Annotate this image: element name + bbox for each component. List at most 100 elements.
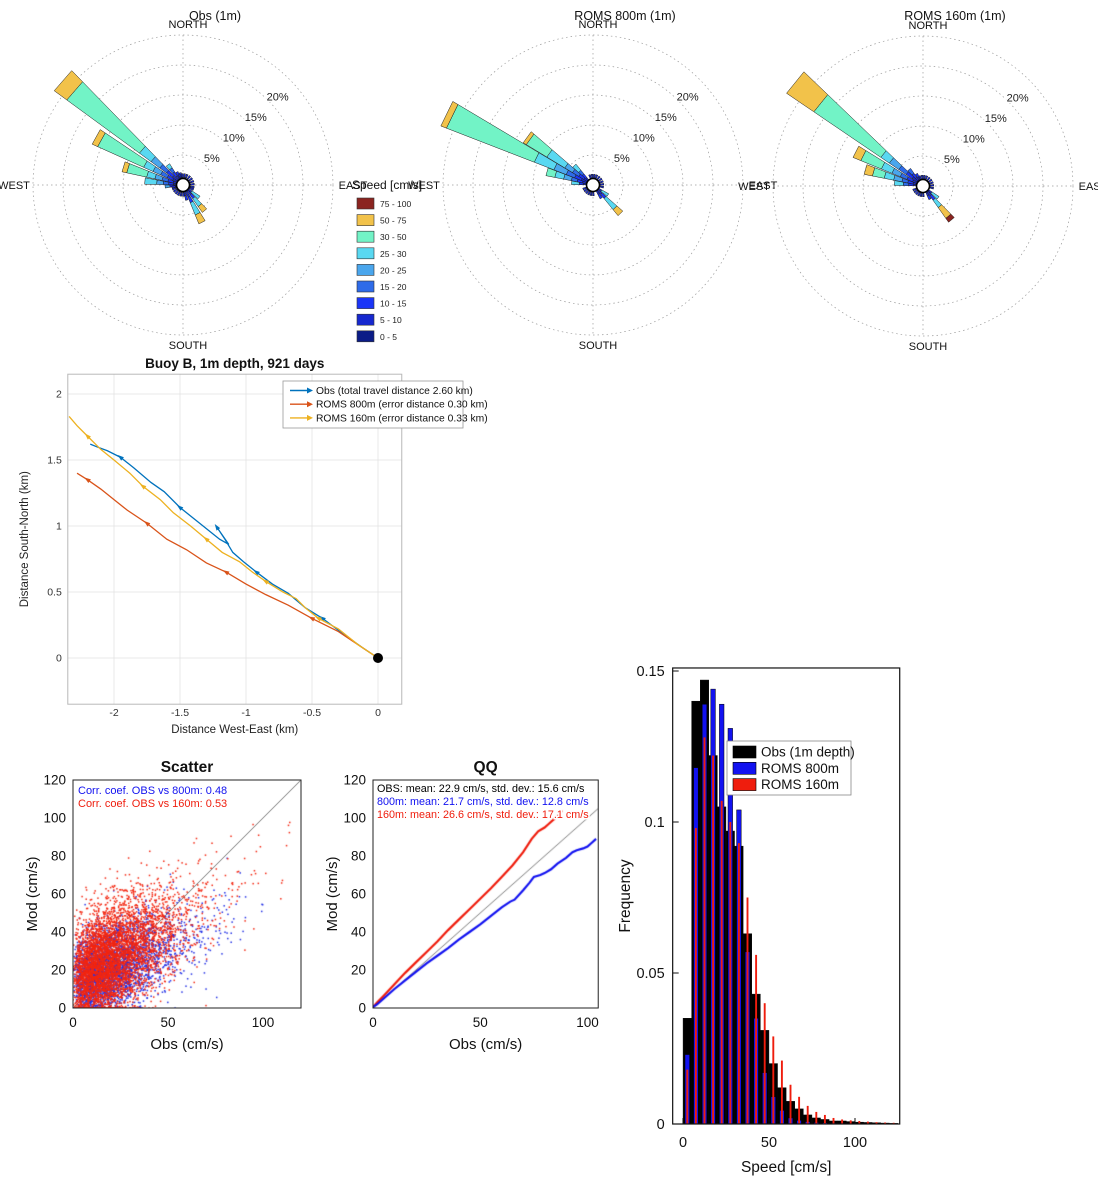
y-tick-label: 0.1 <box>645 815 665 831</box>
rose-center-hub <box>175 177 191 193</box>
rose-petal-segment <box>915 172 920 179</box>
x-tick-label: 50 <box>160 1015 175 1030</box>
hist-bar <box>737 843 740 1124</box>
hist-bar <box>712 755 715 1124</box>
y-tick-label: 100 <box>43 811 66 826</box>
x-tick-label: 0 <box>69 1015 77 1030</box>
rose-petal-segment <box>929 184 935 187</box>
rose-petal-segment <box>599 183 605 186</box>
legend-arrow-marker <box>307 414 313 421</box>
speed-legend-title: Speed [cm/s] <box>352 178 422 192</box>
trajectory-arrow-marker <box>203 536 210 543</box>
rose-petal-segment <box>165 163 173 171</box>
rose-ring <box>832 95 1014 277</box>
rose-petal-segment <box>440 101 459 129</box>
y-tick-label: 2 <box>56 389 62 401</box>
rose-ring <box>562 154 624 216</box>
rose-title: ROMS 800m (1m) <box>574 9 675 23</box>
rose-ring <box>892 155 954 217</box>
rose-petal-segment <box>91 129 106 147</box>
chart-title: Buoy B, 1m depth, 921 days <box>145 356 324 371</box>
trajectory-arrow-marker <box>253 569 260 576</box>
rose-ring <box>92 94 274 276</box>
rose-petal-segment <box>180 173 184 178</box>
hist-bar <box>884 1122 887 1124</box>
rose-petal-segment <box>197 203 208 213</box>
y-axis-label: Mod (cm/s) <box>24 856 41 931</box>
speed-legend-swatch <box>356 197 375 210</box>
hist-bar <box>866 1121 869 1124</box>
rose-petal-segment <box>592 191 595 197</box>
legend-label: ROMS 800m <box>761 761 839 776</box>
rose-petal-segment <box>172 188 178 193</box>
rose-ring <box>772 35 1074 337</box>
x-tick-label: -1 <box>241 707 250 719</box>
y-tick-label: 60 <box>51 887 66 902</box>
compass-west-label: WEST <box>408 180 440 192</box>
speed-legend-label: 0 - 5 <box>380 332 397 342</box>
rose-petal-segment <box>522 131 535 145</box>
x-axis-label: Obs (cm/s) <box>449 1036 522 1053</box>
rose-petal-segment <box>926 194 932 201</box>
x-tick-label: 100 <box>252 1015 275 1030</box>
speed-legend-swatch <box>356 230 375 243</box>
speed-legend-label: 25 - 30 <box>380 249 407 259</box>
speed-legend-swatch <box>356 280 375 293</box>
hist-bar <box>841 1119 844 1124</box>
rose-ring <box>122 124 244 246</box>
x-axis-label: Distance West-East (km) <box>171 724 298 736</box>
speed-legend-label: 15 - 20 <box>380 282 407 292</box>
compass-east-label: EAST <box>749 180 778 192</box>
y-tick-label: 0.5 <box>47 587 62 599</box>
rose-petal-segment <box>190 190 201 200</box>
y-tick-label: 0.15 <box>636 664 664 680</box>
y-tick-label: 1 <box>56 521 62 533</box>
rose-petal-segment <box>922 192 925 198</box>
trajectory-arrow-marker <box>139 483 147 490</box>
x-axis-label: Obs (cm/s) <box>150 1036 223 1053</box>
hist-bar <box>755 954 758 1124</box>
stats-annotation: 160m: mean: 26.6 cm/s, std. dev.: 17.1 c… <box>377 809 589 821</box>
trajectory-panel: -2 -1.5 -1 -0.5 0 0 0.5 1 1.5 2 Buoy B, 1m depth, … <box>19 356 403 736</box>
rose-petal-segment <box>945 213 955 223</box>
axes-box <box>72 779 302 1009</box>
rose-petal-segment <box>813 94 887 158</box>
rose-petal-segment <box>597 193 603 200</box>
y-axis-label: Distance South-North (km) <box>19 471 31 607</box>
speed-legend: Speed [cm/s] 75 - 100 50 - 75 30 - 50 25 - 3… <box>352 178 422 343</box>
rose-petal-segment <box>893 180 904 186</box>
stats-annotation: 800m: mean: 21.7 cm/s, std. dev.: 12.8 c… <box>377 796 589 808</box>
speed-legend-label: 20 - 25 <box>380 265 407 275</box>
rose-petal-segment <box>53 70 83 101</box>
x-tick-label: 50 <box>473 1015 488 1030</box>
hist-bar <box>892 1122 895 1124</box>
rose-petal-segment <box>184 194 189 201</box>
rose-petal-segment <box>929 186 935 190</box>
y-tick-label: 20 <box>351 963 366 978</box>
rose-ring-label: 20% <box>677 91 699 103</box>
trajectory-arrow-marker <box>84 433 91 440</box>
rose-petal-segment <box>189 179 195 184</box>
rose-ring-label: 15% <box>245 112 267 124</box>
rose-petal-segment <box>588 174 592 179</box>
hist-bar <box>823 1114 826 1124</box>
rose-petal-segment <box>920 174 924 180</box>
hist-bar <box>720 800 723 1124</box>
trajectory-legend: Obs (total travel distance 2.60 km) ROMS … <box>282 380 488 429</box>
rose-petal-segment <box>572 163 582 173</box>
y-tick-label: 80 <box>351 849 366 864</box>
chart-title: QQ <box>474 759 498 776</box>
speed-legend-label: 10 - 15 <box>380 299 407 309</box>
rose-petal-segment <box>612 205 624 217</box>
scatter-panel: 0 50 100 0 20 40 60 80 100 120 Scatter Obs (cm/s) Mo… <box>24 759 302 1053</box>
rose-ring-label: 15% <box>985 113 1007 125</box>
hist-bar <box>789 1084 792 1124</box>
speed-legend-label: 50 - 75 <box>380 216 407 226</box>
hist-bar <box>849 1120 852 1124</box>
trajectory-line <box>76 472 379 659</box>
legend-label: ROMS 160m (error distance 0.33 km) <box>316 413 488 424</box>
hist-bar <box>746 897 749 1124</box>
